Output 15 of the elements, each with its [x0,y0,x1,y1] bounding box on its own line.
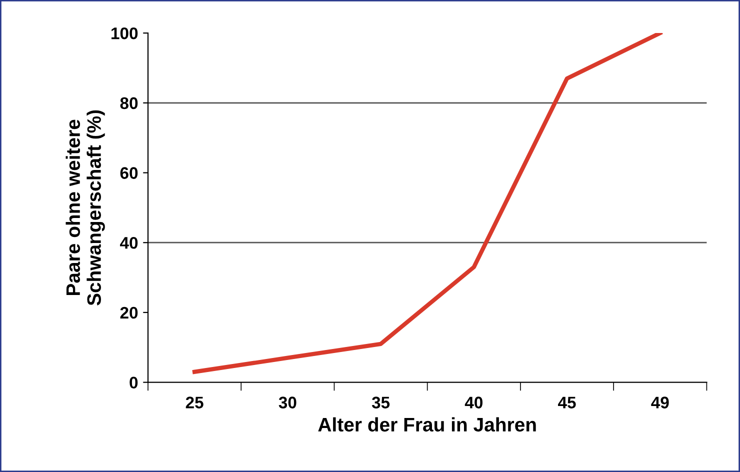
x-tick-label: 30 [278,396,296,408]
y-tick-label: 20 [120,306,138,319]
x-axis-title: Alter der Frau in Jahren [318,417,536,432]
y-tick-label: 0 [130,376,138,389]
y-tick-label: 60 [120,167,138,179]
x-tick-label: 45 [558,396,576,408]
x-tick-label: 25 [186,396,204,408]
y-axis-title: Paare ohne weitere Schwangerschaft (%) [66,110,105,306]
line-series [192,33,662,374]
x-tick-label: 40 [464,396,482,408]
y-tick-label: 40 [120,237,138,249]
y-tick-label: 100 [112,27,138,40]
x-tick-label: 49 [651,396,669,408]
x-tick-label: 35 [372,396,390,408]
y-tick-label: 80 [120,97,138,110]
